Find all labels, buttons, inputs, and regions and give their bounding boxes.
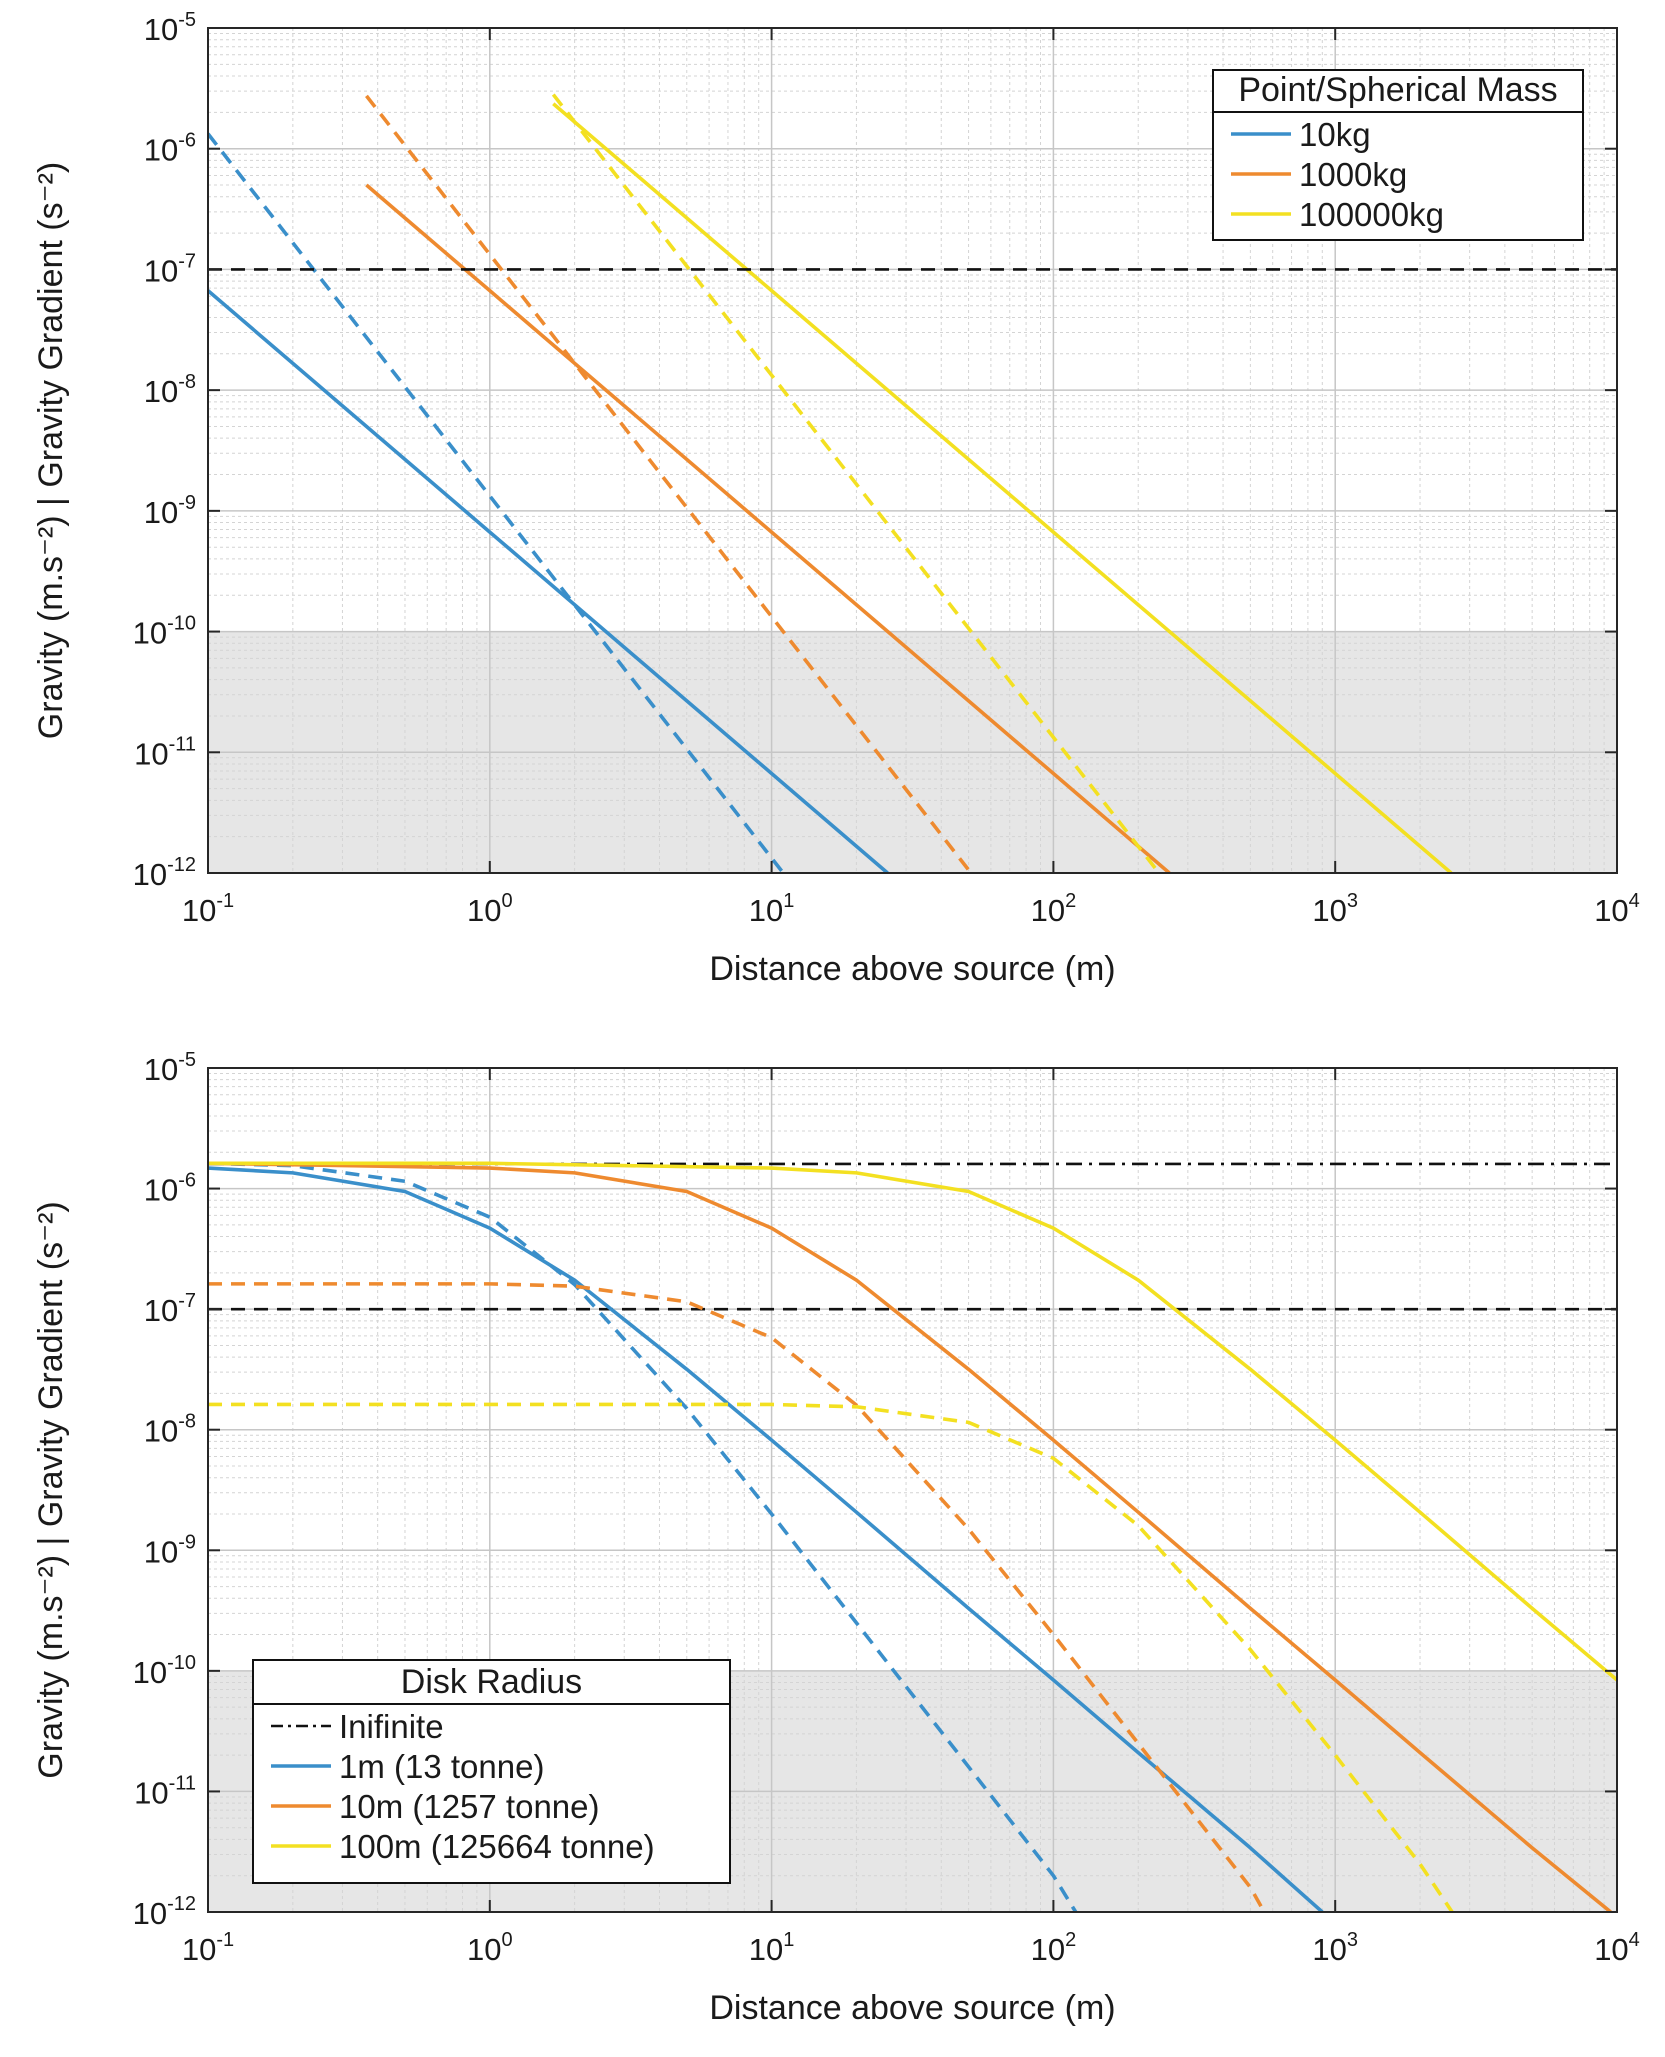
legend-entry-label: 10kg bbox=[1299, 116, 1371, 153]
legend-title: Point/Spherical Mass bbox=[1238, 71, 1557, 109]
y-axis-label: Gravity (m.s⁻²) | Gravity Gradient (s⁻²) bbox=[32, 1201, 70, 1778]
y-tick-label: 10-8 bbox=[144, 371, 196, 409]
legend-entry-label: Inifinite bbox=[339, 1708, 444, 1745]
series-10kg-gradient bbox=[208, 132, 785, 873]
x-tick-label: 103 bbox=[1312, 1929, 1358, 1967]
y-tick-label: 10-5 bbox=[144, 9, 196, 47]
y-tick-label: 10-11 bbox=[134, 733, 196, 771]
legend-entry-label: 100m (125664 tonne) bbox=[339, 1828, 655, 1865]
x-tick-label: 104 bbox=[1594, 890, 1640, 928]
x-tick-label: 102 bbox=[1031, 890, 1077, 928]
x-tick-label: 102 bbox=[1031, 1929, 1077, 1967]
y-tick-label: 10-12 bbox=[133, 854, 196, 892]
y-tick-label: 10-9 bbox=[144, 492, 196, 530]
series-group bbox=[208, 1161, 1617, 1912]
tick-marks bbox=[207, 27, 1618, 874]
y-tick-label: 10-11 bbox=[134, 1772, 196, 1810]
series-1000kg-gravity bbox=[365, 183, 1171, 873]
y-tick-label: 10-8 bbox=[144, 1411, 196, 1449]
y-tick-label: 10-6 bbox=[144, 130, 196, 168]
legend-entry-label: 1m (13 tonne) bbox=[339, 1748, 544, 1785]
x-tick-label: 100 bbox=[467, 1929, 513, 1967]
series-1000kg-gradient bbox=[365, 94, 973, 873]
x-tick-label: 104 bbox=[1594, 1929, 1640, 1967]
x-tick-label: 101 bbox=[749, 890, 795, 928]
series-group bbox=[208, 93, 1617, 873]
y-tick-label: 10-10 bbox=[133, 613, 196, 651]
y-tick-label: 10-12 bbox=[133, 1893, 196, 1931]
series-1m-gradient bbox=[208, 1161, 1078, 1912]
legend-box bbox=[1212, 69, 1584, 241]
x-tick-label: 100 bbox=[467, 890, 513, 928]
series-100m-gravity bbox=[208, 1161, 1617, 1682]
point-mass-chart: 10-1 100 101 102 103 104 10-12 10-11 10-10 10-9 10… bbox=[32, 9, 1640, 988]
series-100m-gradient bbox=[208, 1402, 1454, 1912]
disk-radius-chart: 10-1 100 101 102 103 104 10-12 10-11 10-10 10-9 10… bbox=[32, 1049, 1640, 2027]
legend-entry-label: 100000kg bbox=[1299, 196, 1444, 233]
legend-entry-label: 1000kg bbox=[1299, 156, 1407, 193]
series-100000kg-gradient bbox=[551, 93, 1161, 873]
x-tick-label: 10-1 bbox=[182, 1929, 234, 1967]
x-tick-label: 10-1 bbox=[182, 890, 234, 928]
y-tick-label: 10-7 bbox=[144, 1290, 196, 1328]
y-axis-label: Gravity (m.s⁻²) | Gravity Gradient (s⁻²) bbox=[32, 162, 70, 739]
legend-title: Disk Radius bbox=[401, 1663, 582, 1701]
grid bbox=[207, 1067, 1618, 1913]
y-tick-label: 10-7 bbox=[144, 250, 196, 288]
axes-box bbox=[207, 1067, 1618, 1913]
y-tick-label: 10-9 bbox=[144, 1531, 196, 1569]
series-10m-gravity bbox=[208, 1161, 1612, 1912]
x-axis-label: Distance above source (m) bbox=[709, 1989, 1115, 2027]
axes-box bbox=[207, 27, 1618, 874]
legend-box bbox=[252, 1659, 731, 1884]
series-10kg-gravity bbox=[208, 289, 889, 873]
y-tick-label: 10-10 bbox=[133, 1652, 196, 1690]
x-tick-label: 103 bbox=[1312, 890, 1358, 928]
series-1m-gravity bbox=[208, 1166, 1324, 1912]
x-tick-label: 101 bbox=[749, 1929, 795, 1967]
y-tick-label: 10-6 bbox=[144, 1170, 196, 1208]
series-100000kg-gravity bbox=[552, 102, 1453, 873]
x-axis-label: Distance above source (m) bbox=[709, 950, 1115, 988]
tick-marks bbox=[207, 1067, 1618, 1913]
y-tick-label: 10-5 bbox=[144, 1049, 196, 1087]
legend-entry-label: 10m (1257 tonne) bbox=[339, 1788, 600, 1825]
